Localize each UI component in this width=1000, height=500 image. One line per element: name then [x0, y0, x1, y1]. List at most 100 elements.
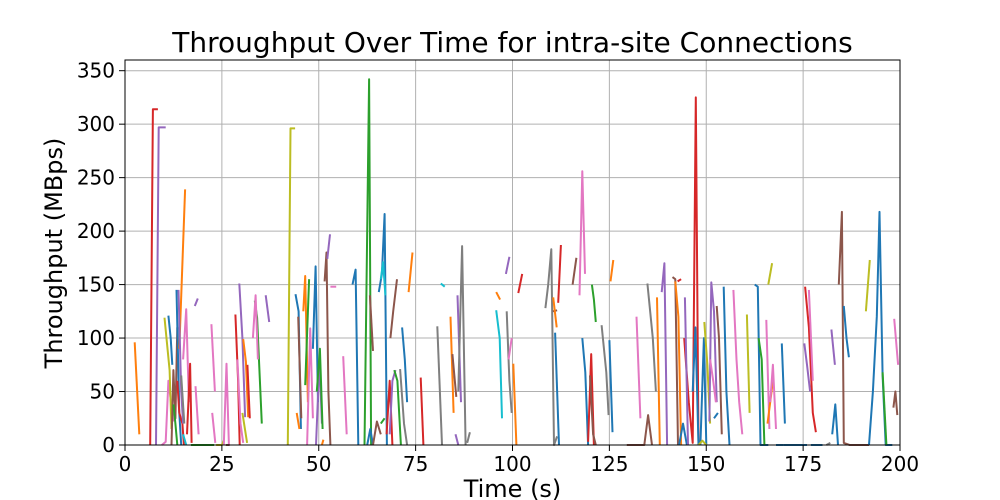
- series-line: [238, 283, 247, 418]
- series-line: [264, 295, 271, 323]
- series-line: [211, 412, 217, 444]
- series-line: [864, 259, 871, 312]
- y-tick-label: 350: [77, 59, 115, 83]
- x-tick-label: 75: [403, 452, 428, 476]
- series-line: [715, 305, 723, 435]
- series-line: [210, 324, 216, 392]
- series-line: [557, 244, 562, 303]
- series-line: [177, 289, 185, 424]
- series-line: [803, 343, 812, 392]
- series-line: [436, 326, 443, 446]
- x-tick-label: 125: [590, 452, 628, 476]
- series-line: [326, 234, 331, 260]
- series-line: [182, 434, 188, 446]
- series-line: [379, 417, 386, 425]
- series-line: [366, 428, 374, 446]
- series-line: [683, 297, 689, 446]
- series-line: [722, 286, 731, 446]
- series-line: [581, 338, 590, 446]
- series-line: [635, 316, 642, 419]
- series-line: [578, 170, 586, 296]
- plot-area: [133, 78, 900, 446]
- series-line: [713, 412, 719, 419]
- series-line: [677, 278, 682, 283]
- series-line: [323, 251, 332, 446]
- series-line: [671, 276, 679, 446]
- y-tick-label: 300: [77, 112, 115, 136]
- series-line: [830, 329, 836, 365]
- series-line: [608, 340, 614, 433]
- series-line: [155, 126, 166, 446]
- series-line: [646, 283, 657, 392]
- series-line: [342, 356, 348, 435]
- series-line: [507, 337, 513, 360]
- series-line: [377, 213, 388, 446]
- series-line: [306, 327, 314, 446]
- series-line: [892, 390, 899, 416]
- x-axis-label: Time (s): [463, 475, 562, 500]
- series-line: [697, 439, 708, 446]
- series-line: [167, 315, 174, 365]
- series-line: [571, 257, 578, 285]
- series-line: [626, 414, 653, 446]
- series-line: [505, 311, 513, 413]
- series-line: [495, 291, 501, 301]
- y-axis-ticks: 0 50 100 150 200 250 300 350: [77, 59, 125, 457]
- series-line: [236, 359, 245, 444]
- series-line: [389, 279, 398, 339]
- series-line: [297, 316, 303, 419]
- series-line: [241, 412, 249, 444]
- series-line: [804, 286, 817, 433]
- y-tick-label: 200: [77, 219, 115, 243]
- series-line: [504, 256, 511, 275]
- series-line: [691, 326, 700, 446]
- series-line: [193, 298, 199, 307]
- y-tick-label: 250: [77, 166, 115, 190]
- x-tick-label: 200: [881, 452, 919, 476]
- series-line: [807, 289, 814, 381]
- series-line: [315, 347, 324, 430]
- series-line: [709, 359, 717, 403]
- series-line: [388, 369, 397, 435]
- series-line: [372, 420, 382, 446]
- series-line: [868, 210, 893, 446]
- series-line: [246, 364, 251, 419]
- series-line: [589, 375, 597, 446]
- series-line: [757, 337, 766, 446]
- series-line: [351, 268, 360, 446]
- series-line: [170, 327, 179, 446]
- series-line: [379, 261, 387, 296]
- series-line: [451, 354, 458, 397]
- x-tick-label: 50: [306, 452, 331, 476]
- series-line: [286, 127, 296, 446]
- series-line: [674, 281, 683, 446]
- series-line: [385, 379, 394, 446]
- x-tick-label: 100: [493, 452, 531, 476]
- y-tick-label: 100: [77, 326, 115, 350]
- series-line: [780, 343, 786, 424]
- series-line: [600, 325, 610, 416]
- series-line: [222, 362, 230, 446]
- series-line: [708, 281, 718, 422]
- series-line: [590, 284, 597, 323]
- series-line: [194, 386, 200, 435]
- series-line: [304, 279, 311, 386]
- series-line: [893, 318, 900, 365]
- series-line: [842, 305, 850, 358]
- series-line: [311, 265, 319, 403]
- series-line: [363, 78, 373, 446]
- series-line: [320, 439, 325, 446]
- series-line: [419, 377, 425, 446]
- y-tick-label: 50: [90, 380, 115, 404]
- series-line: [393, 369, 402, 446]
- series-line: [660, 262, 669, 446]
- x-axis-ticks: 0 25 50 75 100 125 150 175 200: [119, 445, 919, 476]
- series-line: [399, 369, 409, 446]
- series-line: [368, 295, 374, 351]
- series-line: [172, 404, 179, 446]
- series-line: [678, 422, 688, 446]
- series-line: [449, 316, 455, 413]
- series-line: [517, 273, 524, 294]
